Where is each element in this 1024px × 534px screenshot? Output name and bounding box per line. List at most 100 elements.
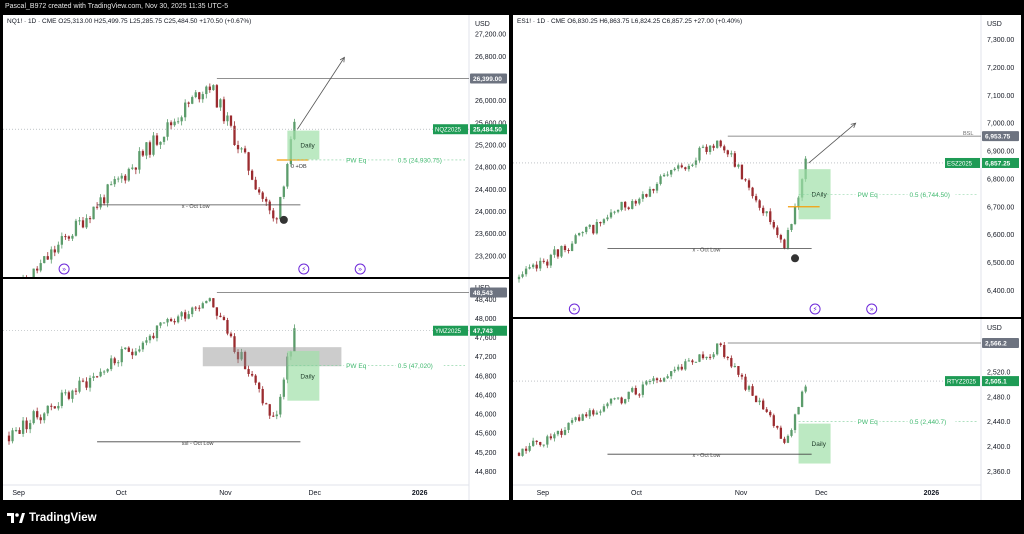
candle-body — [716, 140, 719, 148]
candle-body — [194, 92, 197, 98]
candle-body — [88, 377, 92, 388]
candle-body — [219, 99, 222, 108]
projection-arrow-head — [339, 56, 345, 63]
candle-body — [747, 386, 751, 390]
last-price-badge — [470, 325, 507, 336]
candle-body — [627, 207, 630, 209]
candle-body — [754, 395, 758, 403]
pw-eq-value: 0.5 (6,744.50) — [909, 192, 949, 199]
pw-eq-label: PW Eq — [346, 363, 367, 370]
signal-marker-icon[interactable] — [866, 303, 878, 315]
candle-body — [694, 160, 698, 165]
candle-body — [553, 434, 556, 439]
daily-zone-label: Daily — [300, 143, 315, 150]
candle-body — [78, 380, 81, 392]
candle-body — [60, 392, 63, 406]
candlestick-chart-es[interactable]: USD 7,300.00 7,200.00 7,100.00 7,000.00 6,900… — [513, 15, 1021, 317]
chart-pane-ym[interactable]: USD48,40048,00047,60047,20046,80046,4004… — [3, 279, 509, 500]
price-tick-label: 44,800 — [475, 469, 497, 476]
candle-body — [272, 210, 275, 219]
candle-body — [776, 425, 779, 428]
candle-body — [751, 187, 754, 197]
candle-body — [74, 220, 78, 236]
candle-body — [226, 115, 229, 122]
candle-body — [81, 220, 85, 228]
price-tick-label: 26,000.00 — [475, 98, 506, 105]
candle-body — [166, 122, 169, 137]
candle-body — [712, 354, 715, 358]
candle-body — [106, 369, 109, 372]
pw-eq-label-bg — [344, 154, 369, 164]
signal-marker-icon[interactable] — [298, 263, 310, 275]
daily-zone-label: Daily — [812, 441, 827, 448]
candle-body — [60, 236, 63, 245]
price-tick-label: 6,400.00 — [987, 288, 1014, 295]
candle-body — [250, 170, 254, 180]
candle-body — [180, 312, 183, 317]
candle-body — [638, 394, 641, 396]
candle-body — [127, 168, 130, 181]
candle-body — [563, 245, 567, 251]
candle-body — [517, 452, 521, 456]
candle-body — [670, 170, 673, 175]
candle-body — [208, 298, 211, 301]
resistance-price-label: 2,566.2 — [985, 340, 1007, 347]
order-block-label: 0 +OB — [291, 164, 307, 170]
candle-body — [631, 200, 634, 209]
candle-body — [258, 382, 261, 389]
candle-body — [563, 429, 567, 435]
candle-body — [613, 398, 616, 400]
currency-label: USD — [475, 21, 490, 28]
candle-body — [585, 414, 588, 417]
signal-marker-icon[interactable] — [809, 303, 821, 315]
candle-body — [723, 146, 726, 151]
signal-marker-glyph: » — [572, 306, 576, 314]
projection-arrow-line — [297, 57, 345, 130]
price-tick-label: 2,360.0 — [987, 469, 1010, 476]
price-tick-label: 2,440.0 — [987, 419, 1010, 426]
chart-pane-rty[interactable]: USD 2,520.0 2,480.0 2,440.0 2,400.0 2,360.0 2,… — [513, 319, 1021, 500]
signal-marker-glyph: ⚡ — [301, 266, 306, 274]
candle-body — [110, 358, 113, 370]
daily-zone-label: Daily — [300, 373, 315, 380]
candle-body — [528, 267, 531, 269]
resistance-price-label: 26,399.00 — [473, 76, 502, 83]
candle-body — [588, 224, 591, 227]
candle-body — [751, 386, 754, 396]
daily-zone-label: DAily — [812, 192, 828, 199]
candlestick-chart-ym[interactable]: USD48,40048,00047,60047,20046,80046,4004… — [3, 279, 509, 500]
candle-body — [595, 412, 599, 415]
candlestick-chart-nq[interactable]: USD27,200.0026,800.0026,400.0026,000.002… — [3, 15, 509, 277]
candle-body — [535, 440, 538, 443]
candle-body — [790, 224, 793, 231]
candle-body — [247, 152, 250, 171]
candle-body — [744, 179, 747, 181]
signal-marker-icon[interactable] — [354, 263, 366, 275]
candle-body — [532, 264, 535, 268]
price-tick-label: 48,400 — [475, 297, 497, 304]
candle-body — [634, 387, 637, 395]
tradingview-logo[interactable]: TradingView — [7, 512, 97, 524]
candle-body — [655, 378, 659, 381]
candle-body — [684, 167, 687, 170]
candle-body — [616, 209, 620, 212]
gray-zone — [202, 347, 342, 367]
candlestick-chart-rty[interactable]: USD 2,520.0 2,480.0 2,440.0 2,400.0 2,360.0 2,… — [513, 319, 1021, 500]
chart-pane-nq[interactable]: USD27,200.0026,800.0026,400.0026,000.002… — [3, 15, 509, 277]
candle-body — [198, 92, 201, 100]
chart-pane-es[interactable]: USD 7,300.00 7,200.00 7,100.00 7,000.00 6,900… — [513, 15, 1021, 317]
candle-body — [762, 207, 765, 214]
price-tick-label: 7,200.00 — [987, 65, 1014, 72]
candle-body — [85, 381, 88, 388]
candle-body — [570, 243, 574, 251]
candle-body — [687, 165, 691, 170]
time-axis-label: Sep — [12, 490, 25, 497]
candle-body — [106, 184, 109, 204]
price-tick-label: 27,200.00 — [475, 32, 506, 39]
signal-marker-icon[interactable] — [58, 263, 70, 275]
candle-body — [215, 85, 219, 108]
time-axis-label: Oct — [631, 490, 642, 497]
candle-body — [521, 274, 524, 277]
price-tick-label: 24,800.00 — [475, 165, 506, 172]
signal-marker-icon[interactable] — [568, 303, 580, 315]
